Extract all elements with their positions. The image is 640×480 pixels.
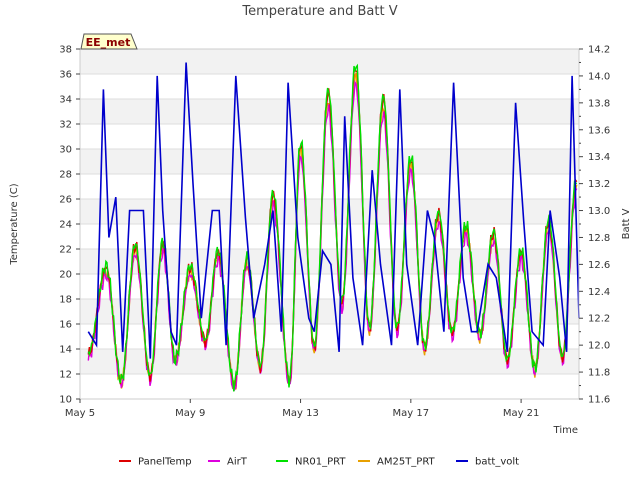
y-axis-label-left: Temperature (C) xyxy=(9,183,20,265)
y-tick-label-left: 12 xyxy=(59,370,72,381)
x-axis-label: Time xyxy=(553,425,578,436)
y-tick-label-left: 20 xyxy=(59,270,72,281)
y-tick-label-right: 11.6 xyxy=(588,395,610,406)
y-tick-label-left: 38 xyxy=(59,45,72,56)
y-tick-label-left: 34 xyxy=(59,95,72,106)
station-badge: EE_met xyxy=(80,33,138,50)
y-tick-label-left: 10 xyxy=(59,395,72,406)
x-axis: May 5 May 9 May 13 May 17 May 21 xyxy=(65,399,540,419)
station-badge-label: EE_met xyxy=(86,36,131,49)
series-line-batt-volt xyxy=(87,62,580,359)
x-tick-label: May 13 xyxy=(282,408,319,419)
y-tick-label-left: 16 xyxy=(59,320,72,331)
y-tick-label-left: 18 xyxy=(59,295,72,306)
x-tick-label: May 21 xyxy=(503,408,540,419)
left-axis: 10 12 14 16 18 20 22 24 26 28 30 32 34 36 38 xyxy=(59,45,80,406)
chart-title: Temperature and Batt V xyxy=(241,4,397,19)
y-tick-label-right: 13.4 xyxy=(588,152,610,163)
y-tick-label-left: 22 xyxy=(59,245,72,256)
background-band xyxy=(80,349,579,374)
background-band xyxy=(80,149,579,174)
y-tick-label-left: 36 xyxy=(59,70,72,81)
y-tick-label-right: 12.2 xyxy=(588,314,610,325)
y-tick-label-right: 12.8 xyxy=(588,233,610,244)
y-tick-label-left: 14 xyxy=(59,345,72,356)
right-axis: 11.6 11.8 12.0 12.2 12.4 12.6 12.8 13.0 13.2 13.4… xyxy=(579,45,610,406)
background-band xyxy=(80,49,579,74)
y-tick-label-right: 13.2 xyxy=(588,179,610,190)
x-tick-label: May 9 xyxy=(175,408,205,419)
y-axis-label-right: Batt V xyxy=(621,208,632,239)
x-tick-label: May 5 xyxy=(65,408,95,419)
y-tick-label-left: 26 xyxy=(59,195,72,206)
legend-label: NR01_PRT xyxy=(295,457,346,468)
y-tick-label-right: 12.4 xyxy=(588,287,610,298)
legend-label: PanelTemp xyxy=(138,457,192,468)
background-band xyxy=(80,299,579,324)
y-tick-label-right: 13.6 xyxy=(588,125,610,136)
legend-label: AirT xyxy=(227,457,248,468)
y-tick-label-right: 14.0 xyxy=(588,71,610,82)
y-tick-label-left: 24 xyxy=(59,220,72,231)
x-tick-label: May 17 xyxy=(393,408,430,419)
y-tick-label-left: 30 xyxy=(59,145,72,156)
y-tick-label-right: 13.0 xyxy=(588,206,610,217)
y-tick-label-right: 12.6 xyxy=(588,260,610,271)
legend: PanelTemp AirT NR01_PRT AM25T_PRT batt_volt xyxy=(119,457,519,468)
series-layer xyxy=(87,62,580,392)
legend-label: batt_volt xyxy=(475,457,519,468)
y-tick-label-right: 14.2 xyxy=(588,45,610,56)
y-tick-label-right: 11.8 xyxy=(588,368,610,379)
y-tick-label-right: 13.8 xyxy=(588,98,610,109)
y-tick-label-right: 12.0 xyxy=(588,341,610,352)
y-tick-label-left: 28 xyxy=(59,170,72,181)
y-tick-label-left: 32 xyxy=(59,120,72,131)
legend-label: AM25T_PRT xyxy=(377,457,436,468)
